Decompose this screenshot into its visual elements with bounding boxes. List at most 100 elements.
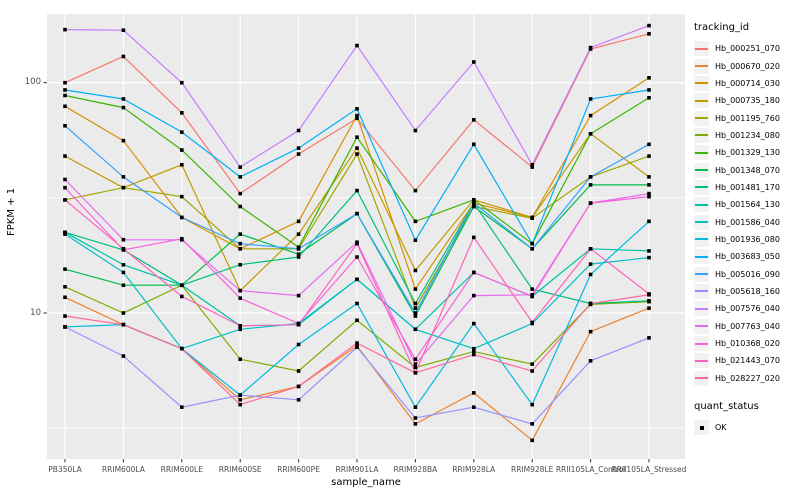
legend-entry: Hb_007763_040 <box>694 318 800 335</box>
legend-line-sample <box>695 238 708 241</box>
legend-line-sample <box>695 82 708 85</box>
data-point <box>180 130 184 134</box>
data-point <box>472 346 476 351</box>
legend-label: Hb_001329_130 <box>715 148 780 158</box>
legend-label: Hb_000670_020 <box>715 61 780 71</box>
data-point <box>647 336 651 340</box>
data-point <box>121 105 126 110</box>
data-point <box>180 148 184 152</box>
legend-label: Hb_001195_760 <box>715 113 780 123</box>
x-tick-label: RRII105LA_Stressed <box>611 465 687 474</box>
data-point <box>63 325 67 329</box>
data-point <box>121 185 126 190</box>
data-point <box>355 345 359 350</box>
data-point <box>238 175 242 179</box>
data-point <box>238 327 242 332</box>
data-point <box>63 177 67 182</box>
data-point <box>180 236 184 241</box>
data-point <box>296 255 301 259</box>
data-point <box>647 292 651 297</box>
data-point <box>355 107 359 111</box>
data-point <box>238 191 242 196</box>
legend-label: Hb_000251_070 <box>715 44 780 54</box>
data-point <box>121 354 126 358</box>
data-point <box>472 118 476 122</box>
data-point <box>647 88 651 92</box>
data-point <box>238 165 242 169</box>
data-point <box>238 247 242 251</box>
data-point <box>413 306 418 310</box>
legend-entry: Hb_000251_070 <box>694 40 800 57</box>
legend-key-swatch <box>694 145 709 161</box>
data-point <box>296 369 301 373</box>
x-tick-label: RRIM928LE <box>511 465 554 474</box>
data-point <box>180 194 184 199</box>
data-point <box>63 80 67 85</box>
data-point <box>413 128 418 133</box>
data-point <box>63 295 67 300</box>
data-point <box>296 252 301 257</box>
data-point <box>413 362 418 366</box>
legend-key-swatch <box>694 197 709 213</box>
legend-label: Hb_021443_070 <box>715 356 780 366</box>
data-point <box>63 267 67 271</box>
data-point <box>296 342 301 347</box>
data-point <box>588 113 593 118</box>
data-point <box>588 247 593 251</box>
data-point <box>588 262 593 266</box>
quant-key-swatch <box>694 420 709 436</box>
legend-label: Hb_007763_040 <box>715 321 780 331</box>
data-point <box>413 311 418 315</box>
data-point <box>121 311 126 315</box>
legend-key-swatch <box>694 41 709 57</box>
data-point <box>238 241 242 246</box>
x-tick-label: PB350LA <box>48 465 82 474</box>
data-point <box>647 183 651 187</box>
panel-background <box>47 14 685 459</box>
data-point <box>238 204 242 209</box>
data-point <box>63 123 67 128</box>
data-point <box>63 93 67 98</box>
data-point <box>588 329 593 334</box>
legend-entry: Hb_001586_040 <box>694 213 800 230</box>
data-point <box>647 249 651 253</box>
data-point <box>355 43 359 48</box>
legend-key-swatch <box>694 179 709 195</box>
data-point <box>588 183 593 187</box>
x-tick-label: RRIM600PE <box>277 465 320 474</box>
data-point <box>121 28 126 33</box>
legend-line-sample <box>695 203 708 206</box>
data-point <box>588 175 593 179</box>
x-tick-label: RRIM928LA <box>452 465 496 474</box>
data-point <box>355 341 359 345</box>
data-point <box>355 188 359 193</box>
data-point <box>180 163 184 167</box>
data-point <box>413 238 418 243</box>
legend-key-swatch <box>694 214 709 230</box>
data-point <box>296 152 301 156</box>
legend-entry: Hb_028227_020 <box>694 370 800 387</box>
legend-key-swatch <box>694 353 709 369</box>
data-point <box>472 321 476 326</box>
data-point <box>355 211 359 216</box>
legend-key-swatch <box>694 110 709 126</box>
legend-label: Hb_000714_030 <box>715 78 780 88</box>
data-point <box>647 298 651 303</box>
data-point <box>530 402 534 407</box>
data-point <box>530 294 534 299</box>
data-point <box>530 287 534 291</box>
legend-line-sample <box>695 255 708 258</box>
data-point <box>413 357 418 362</box>
data-point <box>413 314 418 318</box>
legend-line-sample <box>695 273 708 276</box>
data-point <box>121 175 126 179</box>
data-point <box>63 230 67 235</box>
data-point <box>296 293 301 298</box>
legend-title-tracking-id: tracking_id <box>694 22 750 33</box>
legend-entry: Hb_001329_130 <box>694 144 800 161</box>
data-point <box>530 438 534 443</box>
legend-line-sample <box>695 99 708 102</box>
legend-entry: Hb_010368_020 <box>694 335 800 352</box>
data-point <box>238 402 242 407</box>
